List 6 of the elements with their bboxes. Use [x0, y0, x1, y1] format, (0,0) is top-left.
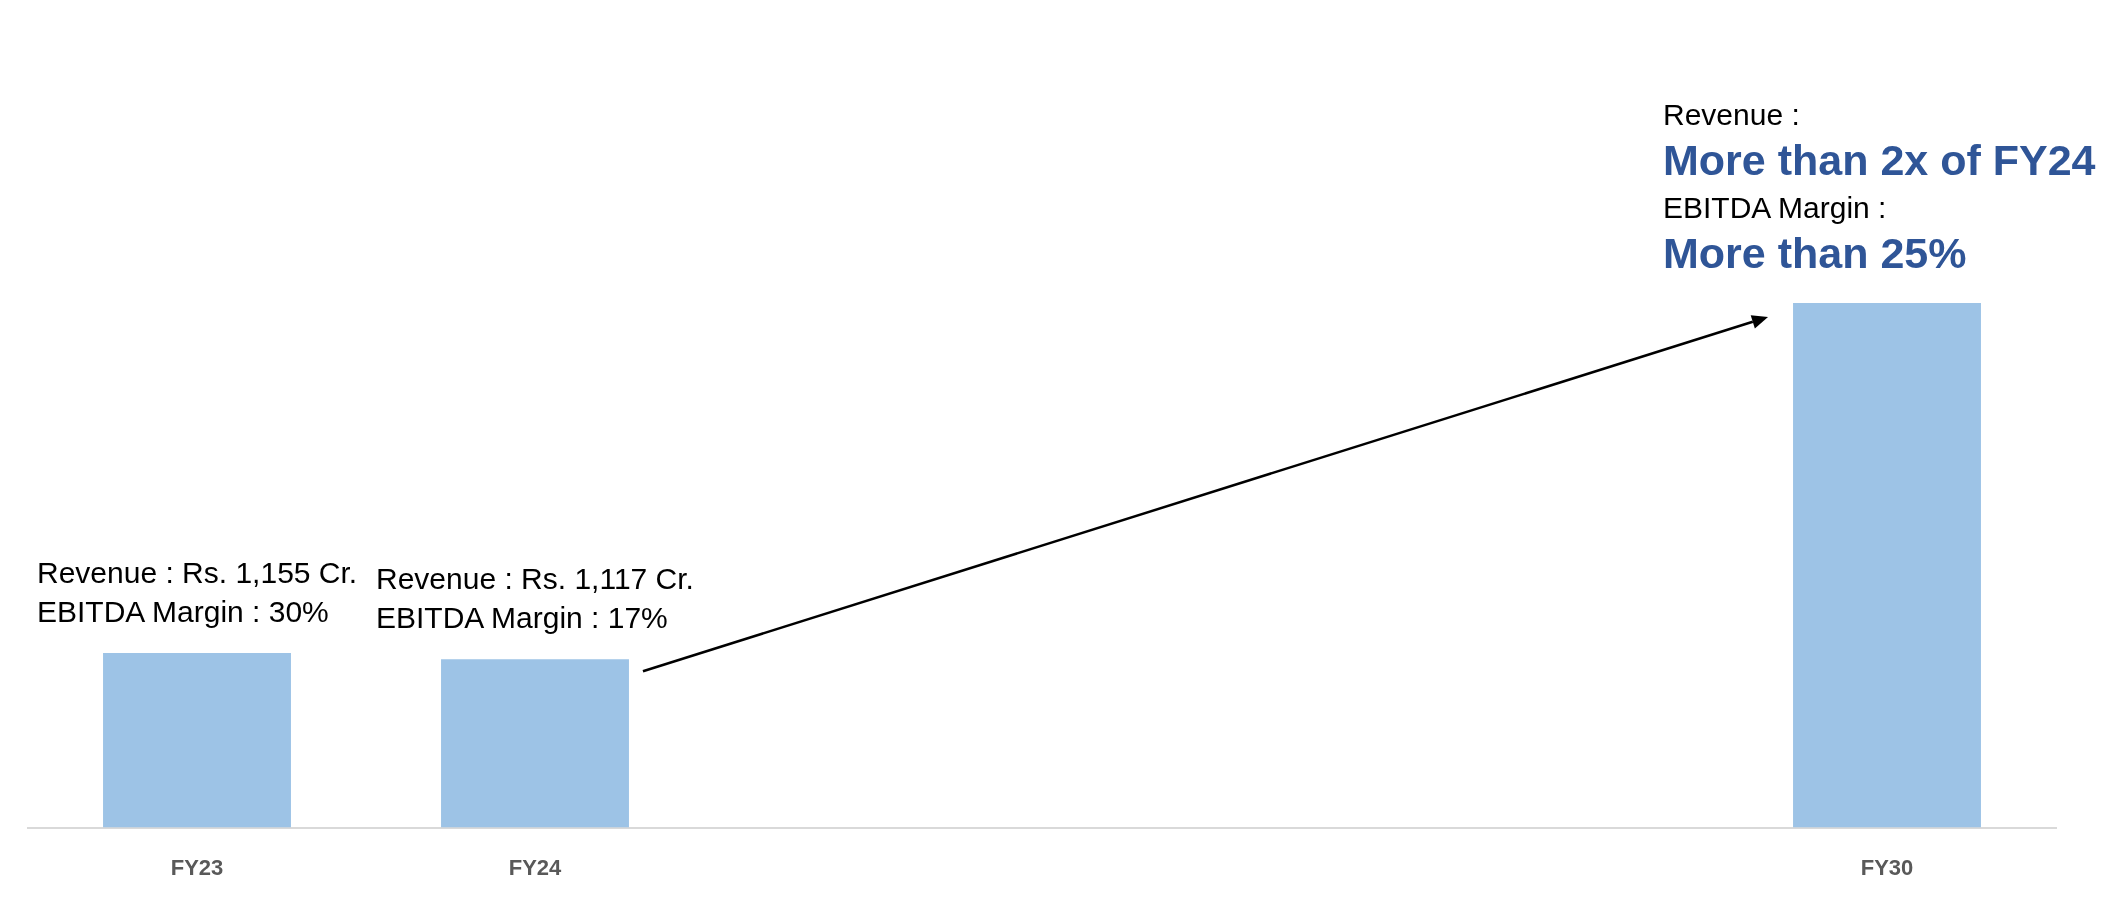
annotation: Revenue : More than 2x of FY24 EBITDA Margin : More than 25% [1663, 97, 2096, 279]
annotation: Revenue : Rs. 1,117 Cr. EBITDA Margin : 17% [376, 561, 694, 637]
x-tick-label: FY23 [170, 854, 224, 880]
annotation: Revenue : Rs. 1,155 Cr. EBITDA Margin : 30% [37, 554, 358, 630]
x-tick-label: FY30 [1860, 854, 1914, 880]
x-tick-label: FY24 [508, 854, 563, 880]
